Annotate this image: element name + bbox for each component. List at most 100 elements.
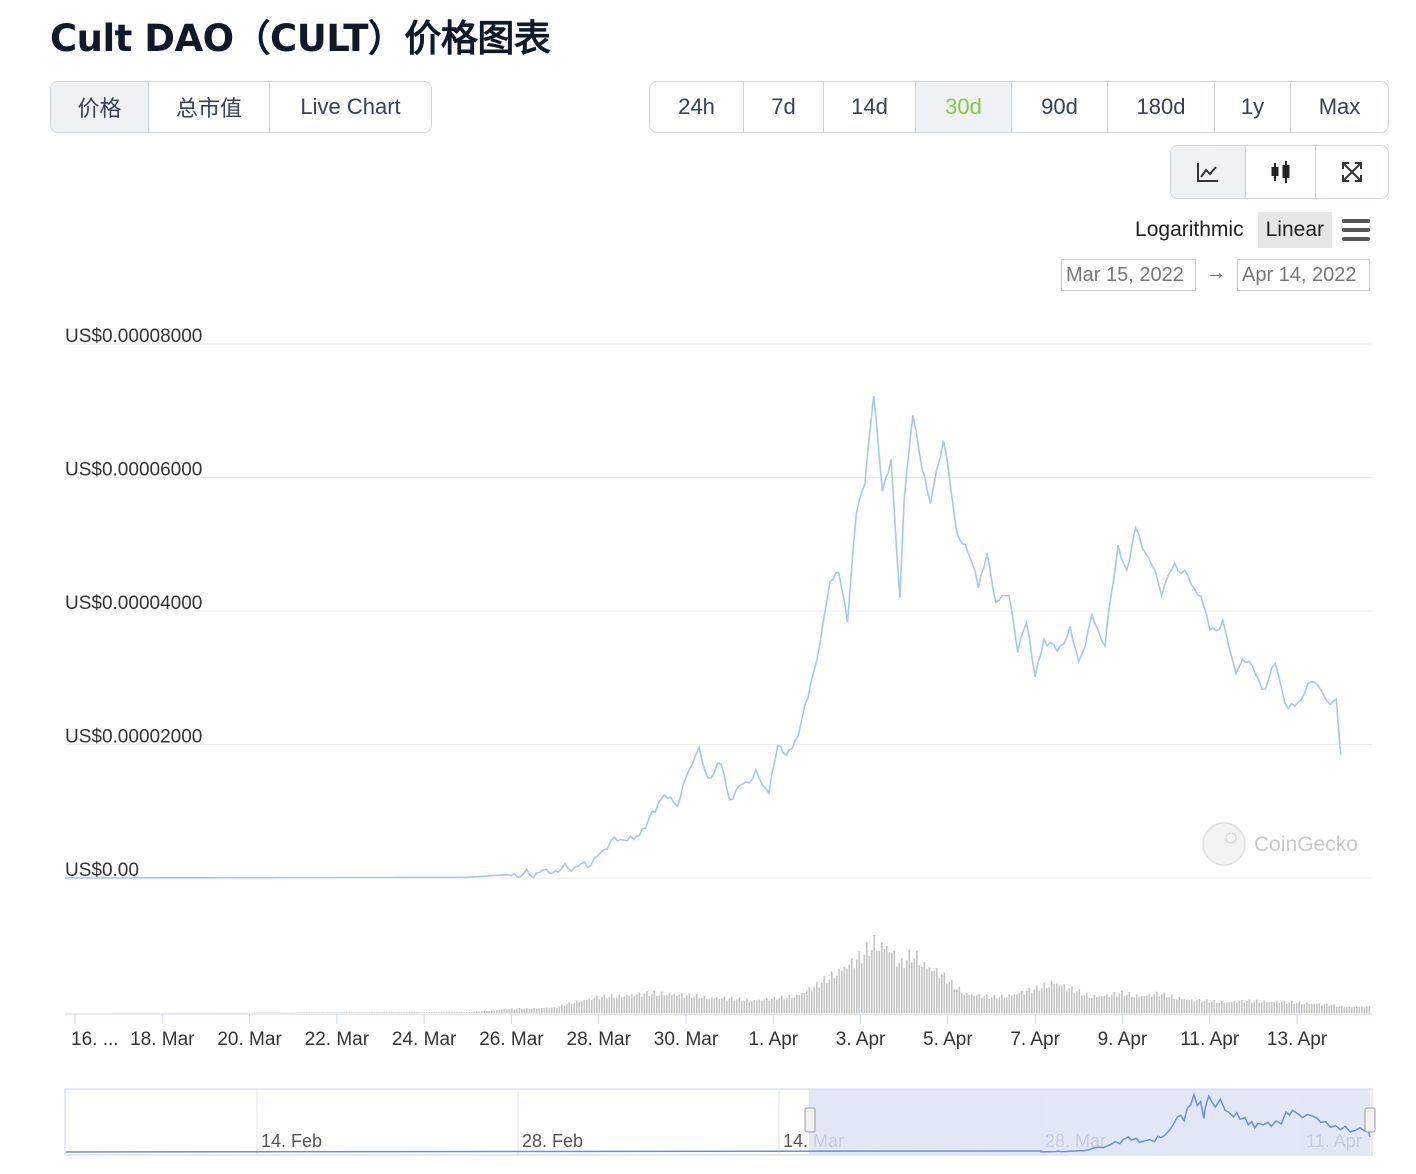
volume-bar bbox=[1016, 994, 1018, 1013]
navigator-selected-band[interactable] bbox=[809, 1089, 1370, 1155]
tab-live-chart[interactable]: Live Chart bbox=[300, 94, 401, 119]
volume-bar bbox=[1153, 994, 1156, 1013]
volume-bar bbox=[726, 1000, 728, 1013]
tab-range-24h[interactable]: 24h bbox=[650, 82, 744, 132]
tab-market-cap[interactable]: 总市值 bbox=[149, 82, 270, 132]
navigator-series bbox=[65, 1091, 1371, 1153]
volume-bar bbox=[888, 952, 891, 1013]
volume-bar bbox=[801, 992, 803, 1013]
volume-bar bbox=[553, 1006, 556, 1013]
volume-bar bbox=[1186, 999, 1188, 1013]
volume-bar bbox=[878, 950, 881, 1013]
navigator-right-handle[interactable] bbox=[1364, 1107, 1376, 1133]
volume-bar bbox=[1268, 1001, 1271, 1013]
volume-bar bbox=[388, 1012, 391, 1013]
volume-bar bbox=[513, 1009, 516, 1013]
volume-bar bbox=[1261, 1002, 1263, 1013]
volume-bar bbox=[596, 996, 598, 1013]
volume-bar bbox=[811, 991, 813, 1013]
tab-range-14d[interactable]: 14d bbox=[824, 82, 916, 132]
tab-price[interactable]: 价格 bbox=[51, 82, 149, 132]
tab-range-max[interactable]: Max bbox=[1318, 94, 1361, 119]
volume-bar bbox=[546, 1007, 548, 1013]
volume-bar bbox=[563, 1005, 566, 1013]
volume-bar bbox=[586, 1000, 588, 1013]
x-tick-label: 26. Mar bbox=[479, 1029, 544, 1050]
volume-bar bbox=[528, 1008, 531, 1013]
volume-bar bbox=[506, 1009, 508, 1013]
volume-bar bbox=[403, 1012, 406, 1013]
volume-bar bbox=[901, 957, 903, 1013]
volume-bar bbox=[976, 995, 978, 1013]
volume-bar bbox=[1303, 1004, 1306, 1013]
volume-bar bbox=[451, 1012, 453, 1013]
volume-bar bbox=[703, 995, 706, 1013]
volume-bar bbox=[496, 1010, 498, 1013]
volume-bar bbox=[548, 1008, 551, 1013]
date-from-input[interactable]: Mar 15, 2022 bbox=[1061, 259, 1196, 291]
tab-range-7d[interactable]: 7d bbox=[744, 82, 824, 132]
line-chart-icon[interactable] bbox=[1171, 146, 1246, 198]
volume-bar bbox=[791, 998, 793, 1013]
navigator-left-handle[interactable] bbox=[804, 1107, 816, 1133]
fullscreen-icon[interactable] bbox=[1316, 146, 1388, 198]
volume-bar bbox=[1348, 1006, 1351, 1013]
volume-bar bbox=[1311, 1003, 1313, 1013]
volume-bar bbox=[333, 1012, 336, 1013]
volume-bar bbox=[1361, 1006, 1363, 1013]
volume-bar bbox=[876, 950, 878, 1013]
volume-bar bbox=[661, 991, 663, 1013]
volume-bar bbox=[1166, 997, 1168, 1013]
volume-bar bbox=[1006, 997, 1008, 1013]
volume-bar bbox=[756, 1000, 758, 1013]
candlestick-icon[interactable] bbox=[1246, 146, 1316, 198]
volume-bar bbox=[1331, 1004, 1333, 1013]
volume-bar bbox=[471, 1012, 473, 1013]
volume-bar bbox=[943, 972, 946, 1013]
volume-bar bbox=[351, 1012, 353, 1013]
volume-bar bbox=[741, 1001, 743, 1013]
volume-bar bbox=[473, 1011, 476, 1013]
scale-linear-option[interactable]: Linear bbox=[1257, 212, 1332, 248]
volume-bar bbox=[973, 995, 976, 1013]
volume-bar bbox=[763, 999, 766, 1013]
volume-bar bbox=[441, 1012, 443, 1013]
volume-bar bbox=[731, 996, 733, 1013]
volume-bar bbox=[1181, 999, 1183, 1013]
volume-bar bbox=[313, 1012, 316, 1013]
volume-bar bbox=[1053, 983, 1056, 1013]
volume-bar bbox=[1256, 999, 1258, 1013]
tab-range-90d[interactable]: 90d bbox=[1012, 82, 1108, 132]
volume-bar bbox=[873, 934, 876, 1013]
y-tick-label: US$0.00002000 bbox=[65, 727, 202, 748]
volume-bar bbox=[1233, 1000, 1236, 1013]
volume-bar bbox=[1096, 996, 1098, 1013]
volume-bar bbox=[306, 1012, 308, 1013]
volume-bar bbox=[821, 982, 823, 1013]
volume-bar bbox=[1333, 1004, 1336, 1013]
volume-bar bbox=[668, 993, 671, 1013]
date-to-input[interactable]: Apr 14, 2022 bbox=[1237, 259, 1370, 291]
scale-logarithmic-option[interactable]: Logarithmic bbox=[1135, 218, 1244, 241]
tab-range-180d[interactable]: 180d bbox=[1108, 82, 1215, 132]
volume-bar bbox=[991, 997, 993, 1013]
volume-bar bbox=[918, 965, 921, 1013]
hamburger-menu-icon[interactable] bbox=[1342, 219, 1370, 241]
volume-bar bbox=[478, 1011, 481, 1013]
tab-range-1y[interactable]: 1y bbox=[1215, 82, 1291, 132]
volume-bar bbox=[1168, 996, 1171, 1013]
volume-bar bbox=[1093, 994, 1096, 1013]
volume-bar bbox=[526, 1007, 528, 1013]
volume-bar bbox=[1013, 994, 1016, 1013]
volume-bar bbox=[393, 1012, 396, 1013]
volume-bar bbox=[358, 1012, 361, 1013]
volume-bar bbox=[1026, 991, 1028, 1013]
volume-bar bbox=[928, 967, 931, 1013]
volume-bar bbox=[446, 1012, 448, 1013]
volume-bar bbox=[721, 998, 723, 1013]
volume-bar bbox=[541, 1008, 543, 1013]
tab-range-30d[interactable]: 30d bbox=[916, 82, 1012, 132]
volume-bar bbox=[1018, 993, 1021, 1013]
